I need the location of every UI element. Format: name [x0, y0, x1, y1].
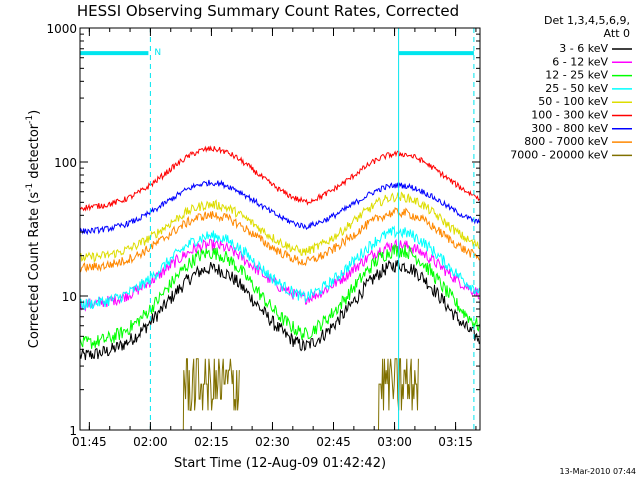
legend-header-line2: Att 0 — [604, 27, 630, 40]
series-line — [80, 206, 480, 273]
plot-area: N — [79, 28, 480, 471]
legend-label: 3 - 6 keV — [559, 42, 608, 55]
x-tick-label: 01:45 — [72, 435, 107, 449]
y-axis-label-sup1: -1 — [25, 183, 35, 192]
x-tick-label: 02:30 — [255, 435, 290, 449]
x-tick-label: 02:15 — [194, 435, 229, 449]
x-tick-label: 03:00 — [377, 435, 412, 449]
y-axis: 1 10 100 1000 — [46, 22, 480, 438]
y-tick-label: 1 — [69, 424, 77, 438]
legend-label: 100 - 300 keV — [531, 109, 608, 122]
legend-label: 300 - 800 keV — [531, 122, 608, 135]
timestamp: 13-Mar-2010 07:44 — [560, 467, 637, 476]
x-tick-label: 02:45 — [316, 435, 351, 449]
series-line — [80, 191, 480, 263]
series-line — [183, 359, 479, 471]
legend-label: 7000 - 20000 keV — [510, 148, 608, 161]
x-axis-label: Start Time (12-Aug-09 01:42:42) — [174, 456, 386, 471]
y-axis-label-end: ) — [27, 110, 42, 115]
legend-label: 25 - 50 keV — [545, 82, 608, 95]
series-group — [80, 145, 480, 471]
flag-label: N — [154, 48, 161, 58]
series-line — [80, 225, 480, 311]
y-tick-label: 100 — [54, 156, 77, 170]
y-axis-label-mid: detector — [27, 123, 42, 183]
y-tick-label: 1000 — [46, 22, 77, 36]
plot-frame — [79, 27, 481, 431]
legend-label: 800 - 7000 keV — [524, 135, 608, 148]
legend-label: 12 - 25 keV — [545, 69, 608, 82]
legend-label: 6 - 12 keV — [552, 55, 608, 68]
x-tick-label: 03:15 — [438, 435, 473, 449]
legend-header-line1: Det 1,3,4,5,6,9, — [544, 14, 630, 27]
series-line — [80, 145, 480, 212]
y-axis-label: Corrected Count Rate (s-1 detector-1) — [25, 110, 42, 348]
x-tick-label: 02:00 — [133, 435, 168, 449]
chart-title: HESSI Observing Summary Count Rates, Cor… — [77, 2, 459, 20]
legend-label: 50 - 100 keV — [538, 95, 608, 108]
series-line — [80, 238, 480, 312]
y-axis-label-sup2: -1 — [25, 115, 35, 124]
series-line — [80, 179, 480, 236]
series-line — [80, 259, 480, 361]
series-line — [80, 243, 480, 349]
y-tick-label: 10 — [62, 290, 77, 304]
x-axis: 01:45 02:00 02:15 02:30 02:45 03:00 03:15 — [72, 28, 477, 449]
